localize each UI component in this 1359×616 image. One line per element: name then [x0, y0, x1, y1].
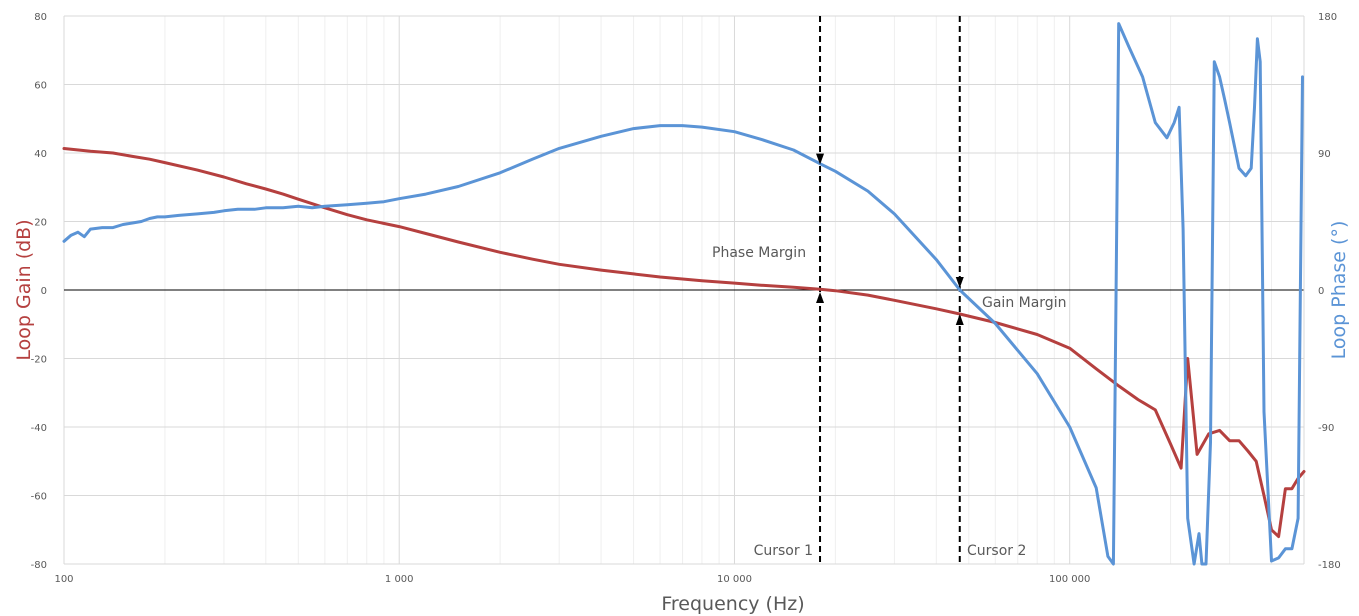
x-tick-label: 10 000: [717, 574, 752, 585]
grid: [63, 15, 1305, 565]
gain-margin-label: Gain Margin: [982, 295, 1066, 311]
y-left-tick-label: 80: [34, 12, 47, 23]
y-left-tick-label: 60: [34, 81, 47, 92]
x-tick-label: 100 000: [1049, 574, 1090, 585]
y-right-tick-label: 0: [1318, 286, 1324, 297]
cursor-2-label: Cursor 2: [967, 543, 1026, 559]
y-axis-right-title: Loop Phase (°): [1328, 221, 1350, 360]
y-right-tick-label: 90: [1318, 149, 1331, 160]
y-right-tick-label: -180: [1318, 560, 1341, 571]
phase-series-line: [62, 22, 1304, 566]
gain-series-line: [62, 147, 1306, 539]
y-left-tick-label: -80: [31, 560, 47, 571]
x-tick-label: 100: [54, 574, 73, 585]
y-left-tick-label: -60: [31, 492, 47, 503]
x-axis-title: Frequency (Hz): [661, 593, 804, 615]
arrow-head: [955, 313, 964, 325]
y-left-tick-label: -20: [31, 355, 47, 366]
series-lines: [62, 22, 1306, 566]
phase-margin-label: Phase Margin: [712, 245, 806, 261]
y-right-tick-label: -90: [1318, 423, 1334, 434]
arrow-head: [955, 277, 964, 288]
arrow-head: [816, 292, 825, 303]
x-tick-label: 1 000: [385, 574, 414, 585]
tick-labels: 100 1 000 10 000 100 000 80 60 40 20 0 -20 -40 -60 -…: [31, 12, 1341, 585]
y-left-tick-label: 40: [34, 149, 47, 160]
y-axis-left-title: Loop Gain (dB): [13, 219, 35, 360]
cursor-1-label: Cursor 1: [754, 543, 813, 559]
y-left-tick-label: 20: [34, 218, 47, 229]
y-left-tick-label: -40: [31, 423, 47, 434]
arrow-head: [816, 153, 825, 165]
y-left-tick-label: 0: [41, 286, 47, 297]
y-right-tick-label: 180: [1318, 12, 1337, 23]
annotations: Phase Margin Gain Margin Cursor 1 Cursor 2: [712, 153, 1066, 559]
